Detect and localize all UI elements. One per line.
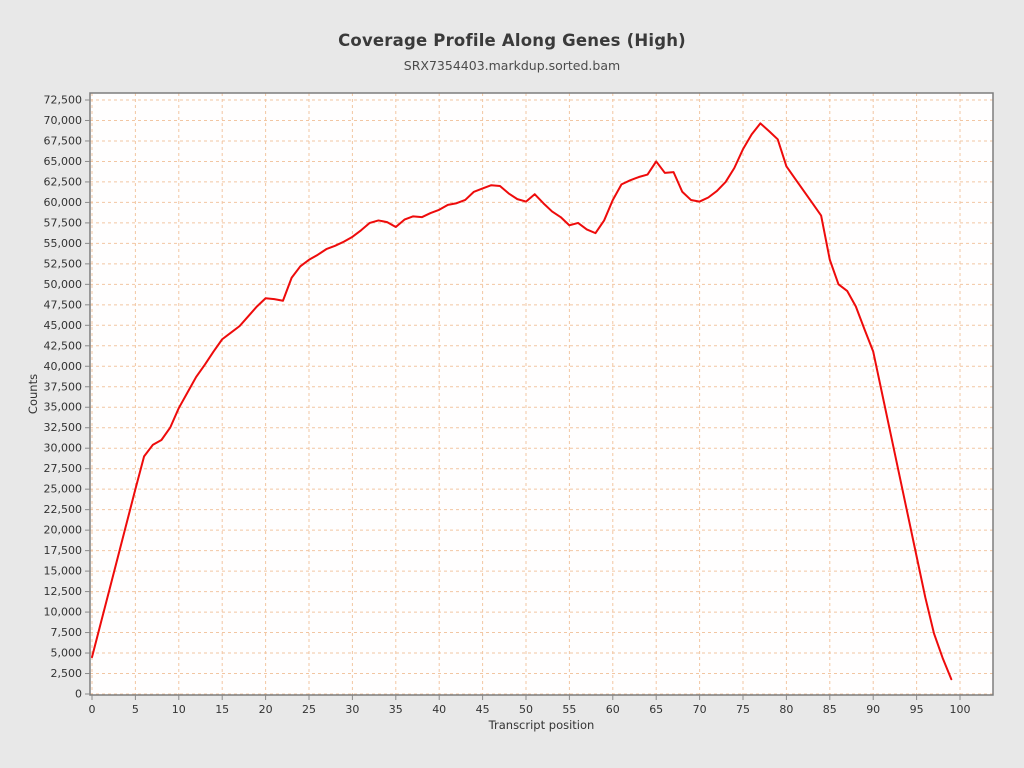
x-tick-label: 20 xyxy=(259,703,273,716)
y-tick-label: 55,000 xyxy=(44,237,83,250)
y-tick-label: 35,000 xyxy=(44,401,83,414)
x-tick-label: 95 xyxy=(910,703,924,716)
y-tick-label: 15,000 xyxy=(44,565,83,578)
y-tick-label: 52,500 xyxy=(44,257,83,270)
x-tick-label: 5 xyxy=(132,703,139,716)
y-tick-label: 67,500 xyxy=(44,134,83,147)
y-tick-label: 10,000 xyxy=(44,606,83,619)
y-tick-label: 45,000 xyxy=(44,319,83,332)
x-tick-label: 35 xyxy=(389,703,403,716)
y-tick-label: 2,500 xyxy=(51,667,83,680)
x-tick-label: 55 xyxy=(562,703,576,716)
y-tick-label: 17,500 xyxy=(44,544,83,557)
y-tick-label: 30,000 xyxy=(44,442,83,455)
plot-border xyxy=(89,92,994,696)
y-tick-label: 65,000 xyxy=(44,155,83,168)
y-tick-label: 25,000 xyxy=(44,483,83,496)
y-tick-label: 57,500 xyxy=(44,216,83,229)
x-tick-label: 50 xyxy=(519,703,533,716)
y-tick-label: 12,500 xyxy=(44,585,83,598)
y-tick-label: 40,000 xyxy=(44,360,83,373)
x-tick-label: 85 xyxy=(823,703,837,716)
y-tick-label: 47,500 xyxy=(44,298,83,311)
y-tick-label: 50,000 xyxy=(44,278,83,291)
x-tick-label: 65 xyxy=(649,703,663,716)
x-tick-label: 0 xyxy=(89,703,96,716)
x-tick-label: 40 xyxy=(432,703,446,716)
x-tick-label: 70 xyxy=(693,703,707,716)
y-tick-label: 7,500 xyxy=(51,626,83,639)
x-tick-label: 60 xyxy=(606,703,620,716)
y-tick-label: 70,000 xyxy=(44,114,83,127)
y-tick-label: 37,500 xyxy=(44,380,83,393)
y-tick-label: 62,500 xyxy=(44,175,83,188)
x-tick-label: 100 xyxy=(950,703,971,716)
y-axis-title: Counts xyxy=(26,374,40,414)
coverage-series-line xyxy=(91,122,953,681)
x-tick-label: 15 xyxy=(215,703,229,716)
x-tick-label: 75 xyxy=(736,703,750,716)
x-tick-label: 45 xyxy=(476,703,490,716)
y-tick-label: 27,500 xyxy=(44,462,83,475)
x-axis-title: Transcript position xyxy=(488,718,595,732)
x-tick-label: 90 xyxy=(866,703,880,716)
y-tick-label: 22,500 xyxy=(44,503,83,516)
y-tick-label: 60,000 xyxy=(44,196,83,209)
x-tick-label: 80 xyxy=(779,703,793,716)
x-tick-label: 30 xyxy=(345,703,359,716)
y-tick-label: 32,500 xyxy=(44,421,83,434)
y-tick-label: 5,000 xyxy=(51,647,83,660)
y-tick-label: 20,000 xyxy=(44,524,83,537)
plot-area xyxy=(90,93,993,695)
chart-title: Coverage Profile Along Genes (High) xyxy=(338,31,686,50)
x-tick-label: 10 xyxy=(172,703,186,716)
x-tick-label: 25 xyxy=(302,703,316,716)
chart-subtitle: SRX7354403.markdup.sorted.bam xyxy=(403,58,621,73)
y-tick-label: 72,500 xyxy=(44,94,83,107)
y-tick-label: 0 xyxy=(75,688,82,701)
y-tick-label: 42,500 xyxy=(44,339,83,352)
